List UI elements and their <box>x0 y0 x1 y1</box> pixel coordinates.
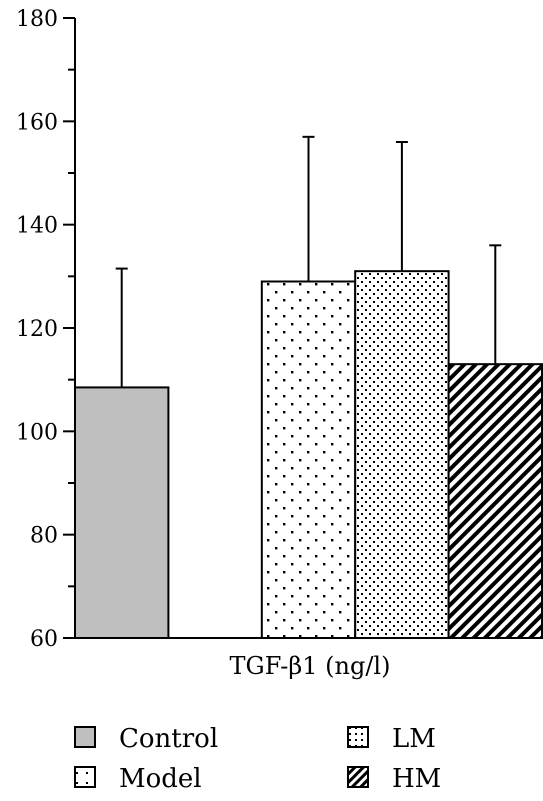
legend-label-control: Control <box>119 724 218 754</box>
y-tick-label: 80 <box>30 524 58 549</box>
legend-swatch-lm <box>347 726 369 748</box>
y-tick-label: 120 <box>16 317 58 342</box>
legend-swatch-hm <box>347 766 369 788</box>
legend-swatch-control <box>74 726 96 748</box>
y-tick-label: 140 <box>16 214 58 239</box>
y-tick-label: 60 <box>30 627 58 652</box>
bar-model <box>260 280 357 639</box>
y-tick-label: 160 <box>16 110 58 135</box>
legend-label-hm: HM <box>392 764 441 794</box>
bars <box>74 270 543 639</box>
legend-label-model: Model <box>119 764 202 794</box>
bar-hm <box>447 363 543 639</box>
y-tick-label: 100 <box>16 420 58 445</box>
legend-label-lm: LM <box>392 724 436 754</box>
legend-swatch-model <box>74 766 96 788</box>
legend: Control LM Model HM <box>74 724 441 794</box>
y-tick-label: 180 <box>16 7 58 32</box>
error-bars <box>115 135 502 388</box>
bar-lm <box>354 270 450 639</box>
x-axis-label: TGF-β1 (ng/l) <box>230 652 391 680</box>
y-axis: 60 80 100 120 140 160 180 <box>16 7 76 652</box>
bar-control <box>74 386 170 639</box>
